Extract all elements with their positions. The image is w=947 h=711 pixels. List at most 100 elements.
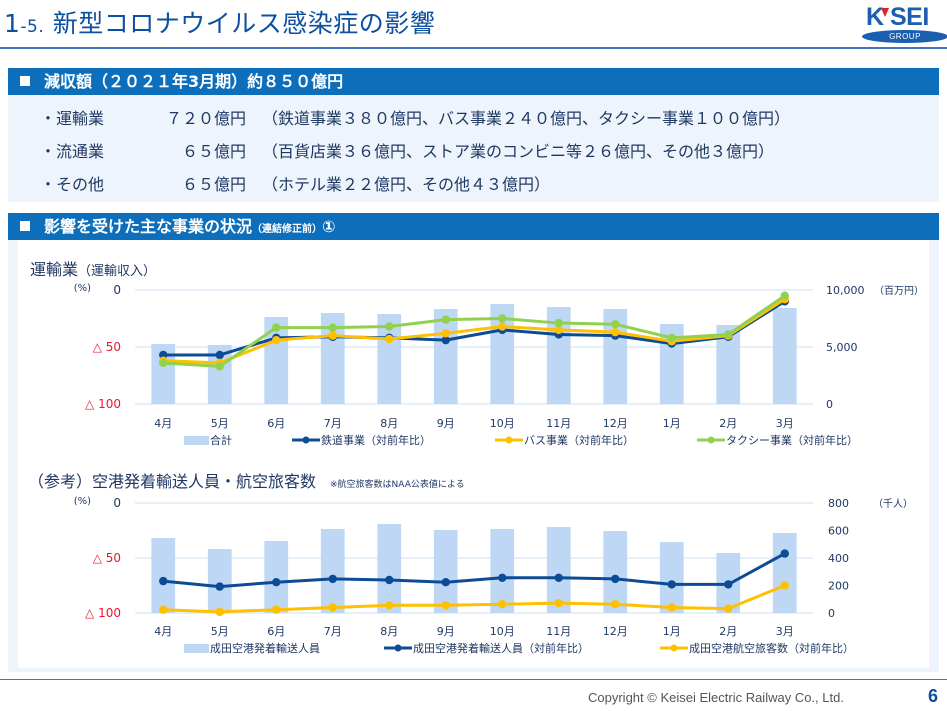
keisei-group-logo: K SEI GROUP (862, 3, 947, 45)
x-axis-tick-label: 10月 (490, 417, 515, 430)
series-point (498, 573, 507, 582)
left-axis-tick-label: △ 50 (93, 551, 121, 565)
section-heading-note: （連結修正前） (252, 224, 323, 235)
x-axis-tick-label: 5月 (211, 625, 229, 638)
legend-label: 成田空港発着輸送人員（対前年比） (413, 641, 589, 655)
series-point (611, 574, 620, 584)
bar-6月 (264, 540, 289, 613)
segment-amount: ７２０億円 (166, 109, 247, 128)
bar-3月 (772, 532, 797, 613)
x-axis-tick-label: 8月 (380, 417, 398, 430)
title-number: 1-5. (4, 9, 45, 38)
x-axis-tick-label: 2月 (719, 625, 737, 638)
series-point (159, 576, 168, 586)
bar-5月 (207, 549, 232, 613)
series-point (215, 362, 224, 371)
segment-detail: （鉄道事業３８０億円、バス事業２４０億円、タクシー事業１００億円） (262, 109, 791, 128)
series-point (554, 325, 563, 335)
series-point (724, 580, 733, 589)
x-axis-tick-label: 12月 (603, 417, 628, 430)
series-point (385, 601, 394, 610)
series-point (724, 330, 733, 339)
series-point (159, 605, 168, 614)
x-axis-tick-label: 11月 (546, 625, 571, 638)
series-point (272, 578, 281, 587)
section-header-business-status: 影響を受けた主な事業の状況（連結修正前）① (8, 213, 939, 240)
x-axis-tick-label: 11月 (546, 417, 571, 430)
bar-12月 (603, 531, 628, 613)
legend-label: バス事業（対前年比） (524, 433, 634, 447)
x-axis-tick-label: 3月 (776, 417, 794, 430)
segment-label: ・運輸業 (40, 109, 105, 128)
right-axis-tick-label: 10,000 (826, 284, 865, 297)
legend-swatch-marker (394, 644, 402, 652)
series-point (441, 578, 450, 587)
bar-4月 (151, 538, 176, 613)
title-divider (0, 47, 947, 49)
left-axis-tick-label: 0 (113, 283, 121, 297)
chart2-note: ※航空旅客数はNAA公表値による (330, 480, 465, 490)
segment-label: ・その他 (40, 175, 105, 194)
series-line-0 (163, 552, 786, 589)
series-point (724, 604, 733, 613)
legend-label: 成田空港発着輸送人員 (210, 641, 320, 655)
chart-airport-passengers: 0 △ 50 △ 100 (%) 800 600 400 200 0 （千人） 4月 5月 6月 7月 8月… (74, 496, 913, 655)
series-point (272, 335, 281, 345)
bar-11月 (546, 527, 571, 613)
logo-group-band: GROUP (862, 30, 947, 43)
series-point (328, 331, 337, 340)
right-axis-tick-label: 5,000 (826, 341, 858, 354)
page-title: 1-5. 新型コロナウイルス感染症の影響 (4, 4, 435, 40)
series-point (385, 575, 394, 585)
x-axis-tick-label: 3月 (776, 625, 794, 638)
chart-transport-revenue: 0 △ 50 △ 100 (%) 10,000 5,000 0 （百万円） 4月 5月 6月 7月 8月… (74, 283, 924, 447)
series-point (385, 322, 394, 331)
series-point (328, 323, 337, 332)
series-point (441, 335, 450, 345)
bar-4月 (151, 344, 176, 404)
series-point (441, 315, 450, 324)
chart2-title-main: （参考）空港発着輸送人員・航空旅客数 (28, 472, 317, 491)
logo-text: K SEI (866, 3, 929, 31)
segment-label: ・流通業 (40, 142, 105, 161)
series-point (498, 600, 507, 609)
section-header-revenue-loss: 減収額（２０２１年3月期）約８５０億円 (8, 68, 939, 95)
section-heading-number: ① (322, 217, 336, 236)
legend-swatch-bar (184, 644, 209, 653)
bar-8月 (377, 524, 402, 613)
series-point (780, 291, 789, 300)
chart1-title: 運輸業（運輸収入） (30, 256, 156, 280)
segment-detail: （百貨店業３６億円、ストア業のコンビニ等２６億円、その他３億円） (262, 142, 775, 161)
series-point (328, 574, 337, 584)
x-axis-tick-label: 1月 (663, 625, 681, 638)
x-axis-tick-label: 8月 (380, 625, 398, 638)
x-axis-tick-label: 2月 (719, 417, 737, 430)
series-point (554, 573, 563, 582)
x-axis-tick-label: 7月 (324, 417, 342, 430)
legend-swatch-bar (184, 436, 209, 445)
square-bullet-icon (20, 221, 30, 231)
logo-red-mark-icon (881, 8, 889, 17)
legend-label: タクシー事業（対前年比） (726, 433, 858, 447)
series-point (441, 329, 450, 338)
series-point (611, 320, 620, 329)
series-point (667, 580, 676, 589)
series-point (328, 603, 337, 612)
legend-label: 成田空港航空旅客数（対前年比） (689, 641, 854, 655)
series-point (215, 350, 224, 360)
segment-amount: ６５億円 (166, 175, 247, 194)
series-point (441, 601, 450, 610)
right-axis-unit: （千人） (873, 498, 913, 510)
series-line-1 (163, 297, 786, 365)
series-point (554, 598, 563, 608)
right-axis-tick-label: 200 (828, 580, 849, 593)
series-line-1 (163, 584, 786, 614)
left-axis-tick-label: 0 (113, 496, 121, 510)
series-point (498, 314, 507, 323)
series-point (215, 582, 224, 591)
chart2-title: （参考）空港発着輸送人員・航空旅客数 ※航空旅客数はNAA公表値による (28, 468, 465, 492)
right-axis-tick-label: 400 (828, 552, 849, 565)
series-point (780, 549, 789, 558)
series-line-0 (163, 300, 786, 357)
title-text: 新型コロナウイルス感染症の影響 (52, 9, 436, 38)
